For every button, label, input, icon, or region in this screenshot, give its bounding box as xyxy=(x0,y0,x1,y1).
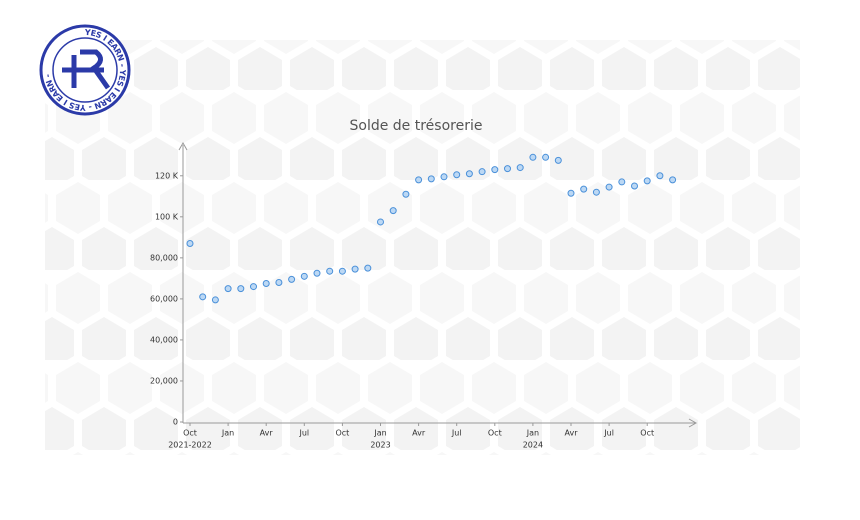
data-point xyxy=(338,267,346,275)
x-axis-arrow xyxy=(688,418,698,428)
data-point xyxy=(364,264,372,272)
data-point xyxy=(440,173,448,181)
data-point xyxy=(300,272,308,280)
x-tick-label: Jan xyxy=(373,429,386,438)
data-point xyxy=(567,189,575,197)
data-point xyxy=(491,166,499,174)
data-point xyxy=(516,164,524,172)
x-tick-label: Jan xyxy=(221,429,234,438)
data-point xyxy=(618,178,626,186)
y-tick-label: 0 xyxy=(173,418,178,427)
x-tick-label: Avr xyxy=(564,429,578,438)
x-tick-label: Jul xyxy=(298,429,309,438)
data-point xyxy=(415,176,423,184)
data-point xyxy=(554,156,562,164)
y-axis-arrow xyxy=(178,141,188,151)
data-point xyxy=(542,153,550,161)
data-point xyxy=(389,207,397,215)
data-point xyxy=(326,267,334,275)
logo: YES I EARN - YES I EARN - YES I EARN - xyxy=(39,24,131,116)
data-point xyxy=(211,296,219,304)
data-point xyxy=(262,280,270,287)
data-point xyxy=(199,293,207,301)
data-point xyxy=(478,168,486,176)
y-tick-label: 60,000 xyxy=(150,294,178,303)
x-tick-label: Oct xyxy=(183,429,197,438)
data-point xyxy=(427,175,435,183)
x-tick-label: Avr xyxy=(412,429,426,438)
background-pattern xyxy=(45,40,800,455)
data-point xyxy=(250,283,257,291)
x-tick-label: Oct xyxy=(640,429,654,438)
x-group-label: 2024 xyxy=(523,441,543,450)
data-point xyxy=(669,176,677,184)
data-point xyxy=(288,275,296,283)
x-tick-label: Jul xyxy=(603,429,614,438)
y-tick-label: 100 K xyxy=(155,212,179,221)
y-tick-label: 40,000 xyxy=(150,335,178,344)
data-point xyxy=(275,278,283,286)
chart-title: Solde de trésorerie xyxy=(350,118,483,134)
y-tick-label: 80,000 xyxy=(150,253,178,262)
x-group-label: 2023 xyxy=(370,441,390,450)
data-point xyxy=(453,171,461,179)
data-point xyxy=(237,285,245,293)
data-point xyxy=(631,182,638,190)
x-tick-label: Avr xyxy=(260,429,274,438)
data-point xyxy=(529,153,537,161)
data-point xyxy=(402,190,410,198)
data-point xyxy=(377,218,384,226)
data-point xyxy=(224,285,232,293)
y-tick-label: 20,000 xyxy=(150,376,178,385)
data-point xyxy=(605,183,613,191)
data-point xyxy=(465,170,473,178)
x-tick-label: Oct xyxy=(488,429,502,438)
x-group-label: 2021-2022 xyxy=(168,441,212,450)
data-point xyxy=(643,177,651,185)
data-point xyxy=(313,269,321,277)
data-point xyxy=(186,239,194,247)
y-tick-label: 120 K xyxy=(155,171,179,180)
data-point xyxy=(592,188,600,196)
data-point xyxy=(580,185,588,193)
x-tick-label: Jan xyxy=(526,429,539,438)
data-point xyxy=(504,165,511,173)
x-tick-label: Oct xyxy=(335,429,349,438)
x-tick-label: Jul xyxy=(451,429,462,438)
data-point xyxy=(351,265,359,273)
data-point xyxy=(656,172,664,180)
